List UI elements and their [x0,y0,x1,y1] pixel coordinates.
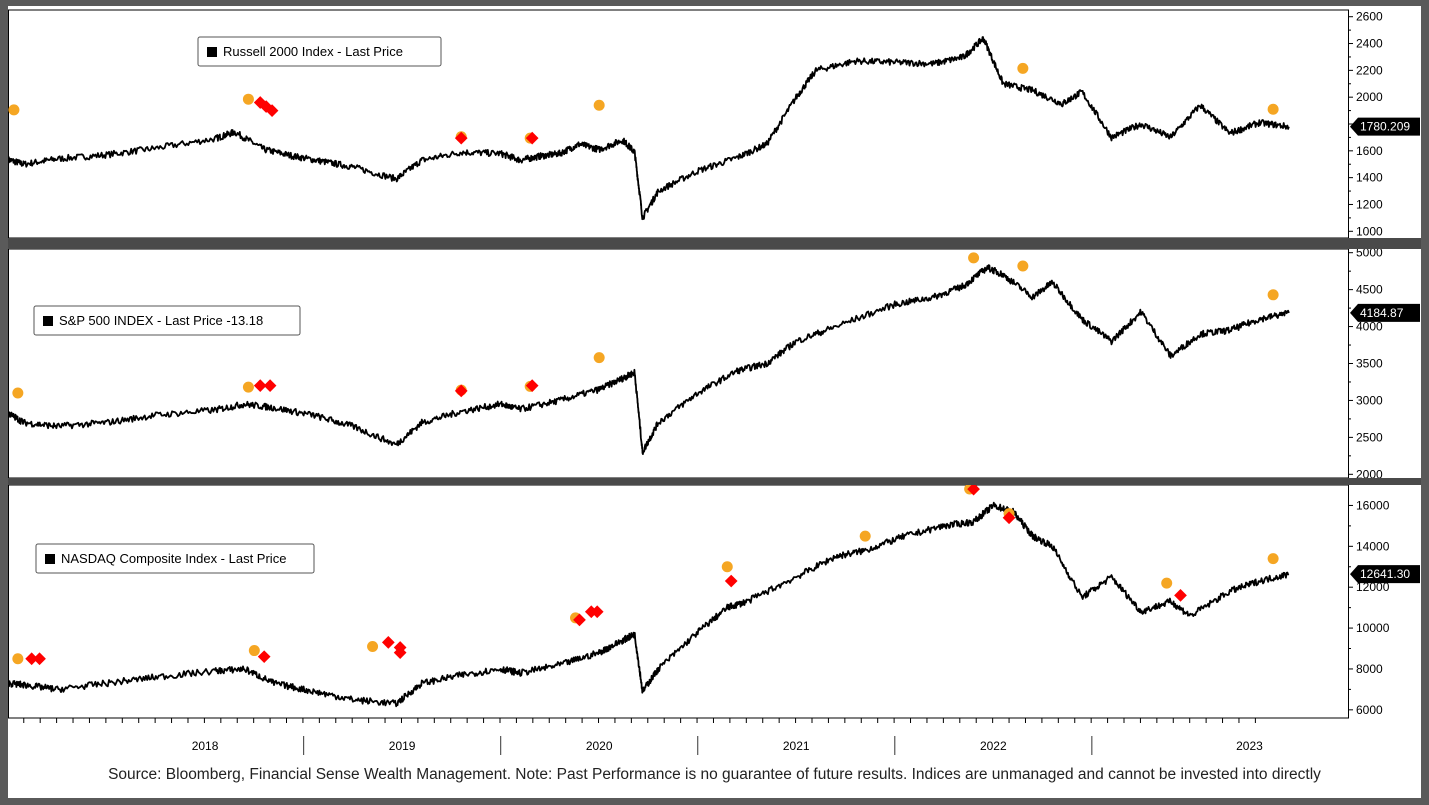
y-tick-label: 1600 [1356,144,1383,158]
y-tick-label: 2600 [1356,10,1383,24]
y-tick-label: 2200 [1356,63,1383,77]
x-tick-label: 2022 [980,739,1007,753]
legend-swatch [43,316,53,326]
y-tick-label: 5000 [1356,246,1383,260]
signal-circle-marker [1267,103,1279,115]
y-tick-label: 4500 [1356,283,1383,297]
x-tick-label: 2019 [389,739,416,753]
legend-label: Russell 2000 Index - Last Price [223,44,403,59]
x-tick-label: 2018 [192,739,219,753]
last-price-tag [1350,303,1420,322]
y-tick-label: 1000 [1356,224,1383,238]
price-line-russell [8,36,1290,221]
signal-circle-marker [12,387,24,399]
legend-swatch [207,47,217,57]
signal-diamond-marker [265,104,279,117]
x-tick-label: 2023 [1236,739,1263,753]
y-tick-label: 1400 [1356,171,1383,185]
signal-circle-marker [1017,260,1029,272]
signal-circle-marker [8,104,20,116]
signal-diamond-marker [454,131,468,145]
signal-circle-marker [721,561,733,573]
price-line-spx [8,264,1290,455]
y-tick-label: 4000 [1356,320,1383,334]
source-footnote: Source: Bloomberg, Financial Sense Wealt… [108,766,1321,783]
y-tick-label: 2400 [1356,37,1383,51]
price-line-nasdaq [8,501,1290,708]
signal-circle-marker [248,645,260,657]
panel-spx: 2000 2500 3000 3500 4000 4500 5000 4184.87 S&P 5… [8,246,1420,481]
legend-label: NASDAQ Composite Index - Last Price [61,551,286,566]
chart-frame: 1000120014001600180020002200240026001780… [8,6,1421,798]
signal-diamond-marker [263,379,277,393]
x-tick-label: 2020 [586,739,613,753]
y-tick-label: 2000 [1356,90,1383,104]
panel-nasdaq: 6000 8000 10000 12000 14000 16000 12641.30 NASD… [8,482,1420,719]
y-tick-label: 3000 [1356,393,1383,407]
y-tick-label: 2500 [1356,430,1383,444]
y-tick-label: 1200 [1356,197,1383,211]
x-axis: 2018 2019 2020 2021 2022 2023 [8,717,1348,755]
y-tick-label: 2000 [1356,467,1383,481]
signal-diamond-marker [454,384,468,398]
signal-circle-marker [593,352,605,364]
last-price-value: 12641.30 [1360,567,1410,581]
legend-box [197,36,442,67]
y-tick-label: 8000 [1356,662,1383,676]
signal-circle-marker [242,381,254,393]
panel-russell: 1000120014001600180020002200240026001780… [8,9,1420,239]
last-price-tag [1350,117,1420,136]
signal-circle-marker [968,252,980,264]
y-tick-label: 3500 [1356,357,1383,371]
y-tick-label: 10000 [1356,621,1390,635]
signal-circle-marker [1017,62,1029,74]
x-tick-label: 2021 [783,739,810,753]
y-tick-label: 14000 [1356,539,1390,553]
signal-circle-marker [367,640,379,652]
legend-box [35,543,315,574]
legend-label: S&P 500 INDEX - Last Price -13.18 [59,313,263,328]
panel-separator [8,478,1421,485]
last-price-value: 1780.209 [1360,120,1410,134]
plot-area [8,248,1349,479]
signal-circle-marker [593,99,605,111]
last-price-value: 4184.87 [1360,306,1404,320]
signal-circle-marker [12,653,24,665]
plot-area [8,484,1349,719]
signal-diamond-marker [257,650,271,664]
signal-circle-marker [1267,289,1279,301]
y-tick-label: 16000 [1356,498,1390,512]
signal-circle-marker [1267,553,1279,565]
last-price-tag [1350,565,1420,584]
signal-circle-marker [1161,577,1173,589]
legend-box [33,305,301,336]
chart-canvas: 1000120014001600180020002200240026001780… [8,9,1421,755]
legend-swatch [45,554,55,564]
signal-circle-marker [859,530,871,542]
y-tick-label: 12000 [1356,580,1390,594]
signal-circle-marker [242,93,254,105]
panel-separator [8,238,1421,249]
signal-diamond-marker [253,379,267,393]
y-tick-label: 6000 [1356,703,1383,717]
